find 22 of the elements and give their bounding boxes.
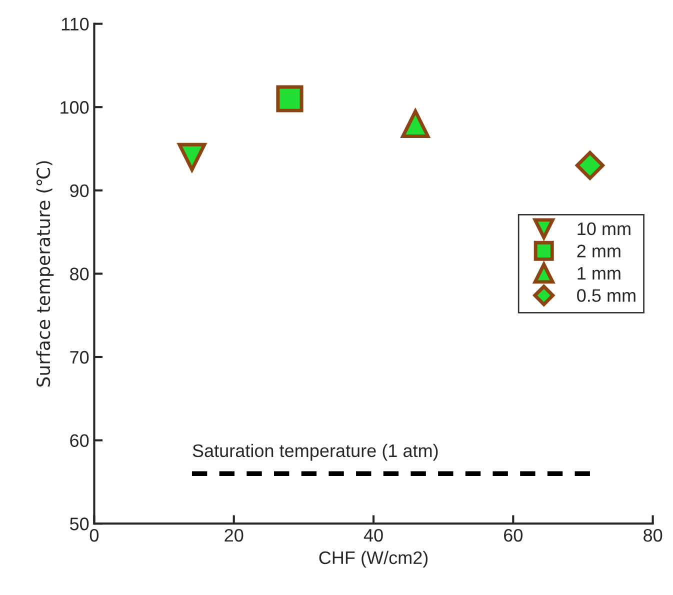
legend-label: 10 mm [578, 222, 630, 236]
y-tick-label: 50 [70, 518, 89, 530]
legend-label: 1 mm [578, 267, 620, 280]
point [575, 150, 604, 180]
x-tick-label: 40 [364, 528, 383, 542]
y-axis-title: Surface temperature (℃) [36, 161, 54, 387]
y-tick-label: 90 [70, 184, 89, 198]
annotation: Saturation temperature (1 atm) [192, 444, 438, 461]
x-tick-label: 20 [224, 528, 244, 542]
x-tick-label: 60 [504, 528, 522, 542]
legend-label: 2 mm [577, 244, 620, 258]
y-tick-label: 70 [70, 350, 89, 364]
legend-label: 0.5 mm [577, 289, 636, 302]
y-tick-label: 110 [62, 18, 89, 31]
y-tick-label: 60 [70, 434, 89, 448]
x-tick-label: 0 [90, 528, 99, 542]
point [276, 85, 304, 112]
y-tick-label: 80 [70, 268, 89, 280]
y-tick-label: 100 [60, 101, 89, 114]
x-axis-title: CHF (W/cm2) [319, 550, 428, 568]
x-tick-label: 80 [644, 528, 662, 542]
point [178, 142, 206, 172]
